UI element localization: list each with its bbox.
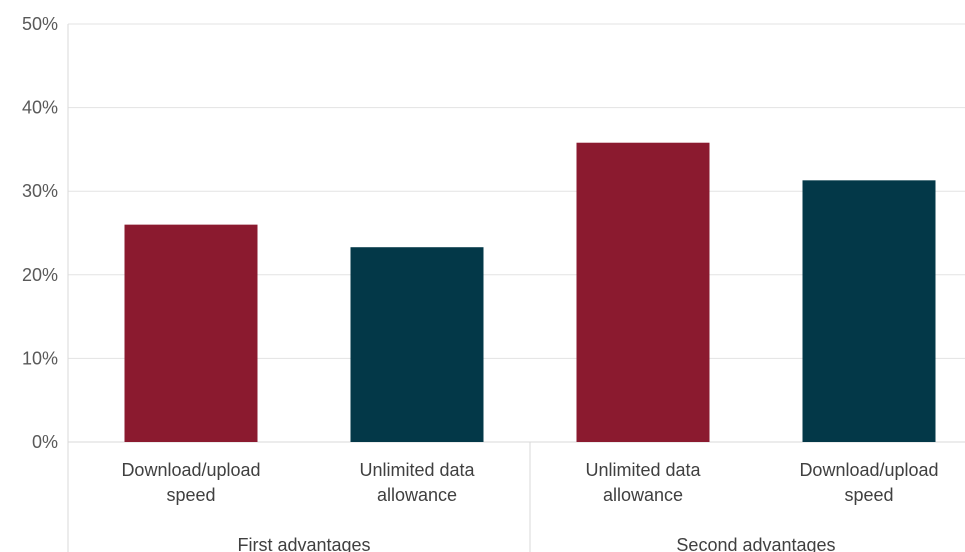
bar [350, 247, 484, 442]
y-tick-label: 30% [22, 181, 58, 201]
y-tick-label: 10% [22, 348, 58, 368]
x-group-label: First advantages [237, 535, 370, 552]
x-category-label: Unlimited data allowance [585, 460, 701, 505]
x-category-label: Download/upload speed [121, 460, 260, 505]
y-axis: 0% 10% 20% 30% 40% 50% [22, 14, 965, 452]
bar [802, 180, 936, 442]
y-tick-label: 20% [22, 265, 58, 285]
y-tick-label: 50% [22, 14, 58, 34]
bar [576, 142, 710, 442]
bars [124, 142, 936, 442]
bar [124, 224, 258, 442]
x-axis-labels: Download/upload speed Unlimited data allowa… [67, 442, 939, 552]
x-category-label: Download/upload speed [799, 460, 938, 505]
x-category-label: Unlimited data allowance [359, 460, 475, 505]
y-tick-label: 0% [32, 432, 58, 452]
x-group-label: Second advantages [676, 535, 835, 552]
y-tick-label: 40% [22, 98, 58, 118]
